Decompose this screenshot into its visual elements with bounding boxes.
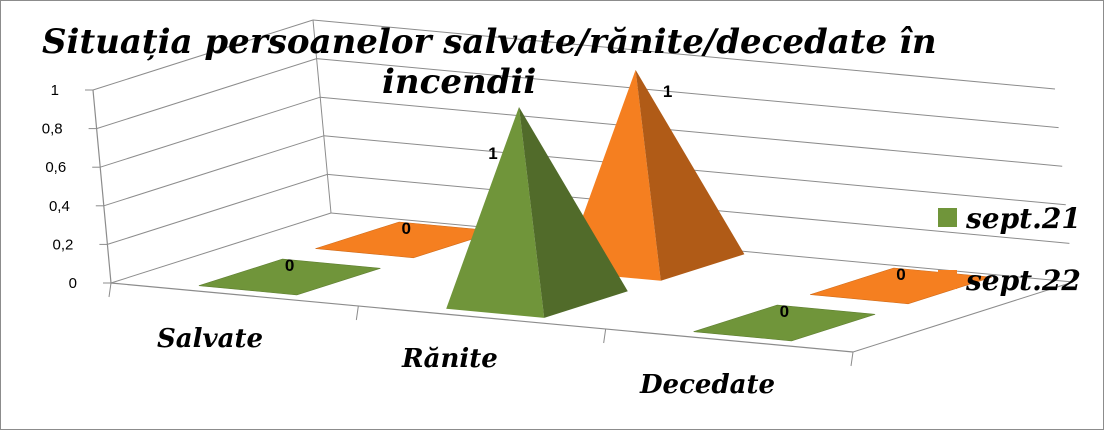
gridline-side bbox=[110, 212, 332, 284]
data-label: 1 bbox=[488, 144, 497, 163]
x-tick-mark bbox=[355, 305, 359, 321]
y-tick-labels: 0 0,2 0,4 0,6 0,8 1 bbox=[42, 82, 77, 292]
legend: sept.21 sept.22 bbox=[938, 202, 1081, 297]
gridline-side bbox=[103, 135, 324, 207]
data-label: 0 bbox=[780, 302, 789, 321]
back-wall-edge bbox=[312, 19, 332, 214]
x-tick-mark bbox=[850, 351, 854, 367]
y-tick-label: 0,6 bbox=[45, 159, 66, 176]
legend-item-sept22: sept.22 bbox=[938, 264, 1081, 297]
pyramid-side-sept.22-Rănite bbox=[635, 69, 745, 281]
gridline-side bbox=[96, 58, 317, 130]
pyramid-base-sept.21-Salvate bbox=[198, 258, 381, 296]
pyramid-base-sept.21-Decedate bbox=[693, 304, 876, 342]
gridline-side bbox=[107, 173, 328, 245]
x-tick-mark bbox=[108, 282, 112, 298]
data-marks bbox=[198, 69, 992, 342]
y-tick-label: 1 bbox=[51, 82, 59, 99]
pyramid-front-sept.21-Rănite bbox=[446, 107, 545, 318]
gridline-back bbox=[316, 58, 1059, 129]
data-label: 1 bbox=[663, 82, 672, 101]
gridline-side bbox=[100, 96, 321, 168]
data-labels: 0 1 0 0 1 0 bbox=[285, 82, 906, 321]
y-tick-label: 0,8 bbox=[42, 121, 63, 138]
x-category-label: Salvate bbox=[157, 324, 263, 354]
x-tick-mark bbox=[603, 328, 607, 344]
pyramid-side-sept.21-Rănite bbox=[519, 107, 628, 318]
y-tick-label: 0 bbox=[69, 275, 77, 292]
gridline-side bbox=[92, 19, 314, 91]
chart-title-line-1: Situația persoanelor salvate/rănite/dece… bbox=[42, 22, 937, 62]
gridline-back bbox=[312, 19, 1056, 90]
data-label: 0 bbox=[285, 256, 294, 275]
legend-item-sept21: sept.21 bbox=[938, 202, 1081, 235]
y-tick-label: 0,4 bbox=[49, 198, 70, 215]
gridline-back bbox=[320, 96, 1063, 167]
floor-right-edge bbox=[852, 281, 1074, 353]
x-axis-line bbox=[110, 282, 854, 353]
data-label: 0 bbox=[402, 219, 411, 238]
x-category-label: Rănite bbox=[401, 344, 498, 374]
chart-title-line-2: incendii bbox=[382, 62, 536, 102]
x-category-label: Decedate bbox=[639, 370, 775, 400]
legend-swatch-sept21 bbox=[938, 208, 957, 227]
legend-swatch-sept22 bbox=[938, 270, 957, 289]
legend-label-sept21: sept.21 bbox=[965, 202, 1081, 235]
data-label: 0 bbox=[896, 265, 905, 284]
axes bbox=[85, 19, 1074, 367]
category-labels: Salvate Rănite Decedate bbox=[157, 324, 775, 400]
y-axis-line bbox=[92, 89, 112, 284]
y-tick-label: 0,2 bbox=[53, 236, 74, 253]
legend-label-sept22: sept.22 bbox=[965, 264, 1081, 297]
